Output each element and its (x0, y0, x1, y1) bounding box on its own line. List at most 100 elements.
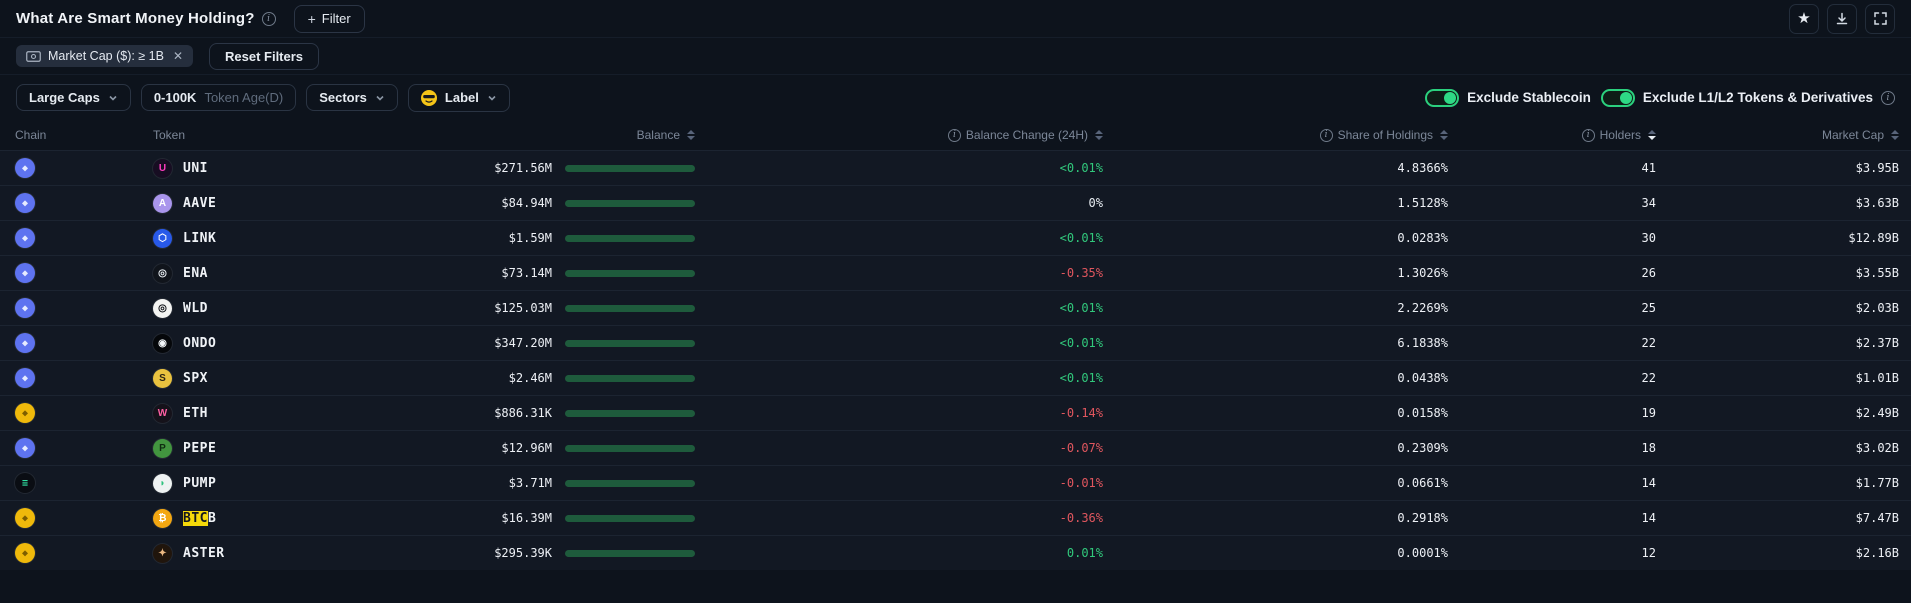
balance-bar (565, 164, 695, 172)
holders-value: 41 (1641, 161, 1656, 175)
balance-value: $295.39K (494, 546, 552, 560)
smiley-sunglasses-icon (420, 89, 437, 106)
info-icon[interactable]: i (947, 128, 961, 142)
holders-value: 22 (1641, 371, 1656, 385)
ethereum-chain-icon: ◆ (15, 228, 35, 248)
holders-value: 18 (1641, 441, 1656, 455)
solana-chain-icon: ≡ (15, 473, 35, 493)
token-cell[interactable]: ✦ ASTER (145, 543, 430, 563)
token-name: ASTER (183, 545, 225, 561)
balance-value: $886.31K (494, 406, 552, 420)
share-of-holdings-value: 0.0438% (1397, 371, 1448, 385)
column-header-token[interactable]: Token (153, 128, 186, 142)
token-cell[interactable]: W ETH (145, 403, 430, 423)
token-cell[interactable]: U UNI (145, 158, 430, 178)
token-name: WLD (183, 300, 208, 316)
table-row[interactable]: ◆ ₿ BTCB $16.39M -0.36% 0.2918% 14 $7.47… (0, 500, 1911, 535)
token-icon: U (153, 158, 172, 178)
reset-filters-button[interactable]: Reset Filters (209, 42, 320, 70)
table-row[interactable]: ◆ ◎ ENA $73.14M -0.35% 1.3026% 26 $3.55B (0, 255, 1911, 290)
column-header-share-of-holdings[interactable]: i Share of Holdings (1115, 128, 1460, 142)
column-header-market-cap[interactable]: Market Cap (1668, 128, 1911, 142)
table-row[interactable]: ◆ A AAVE $84.94M 0% 1.5128% 34 $3.63B (0, 185, 1911, 220)
holders-value: 12 (1641, 546, 1656, 560)
info-icon[interactable]: i (1581, 128, 1595, 142)
token-name: LINK (183, 230, 217, 246)
token-icon: ◎ (153, 298, 172, 318)
balance-bar (565, 514, 695, 522)
market-cap-size-dropdown[interactable]: Large Caps (16, 84, 131, 111)
token-cell[interactable]: S SPX (145, 368, 430, 388)
bnb-chain-icon: ◆ (15, 543, 35, 563)
table-row[interactable]: ◆ P PEPE $12.96M -0.07% 0.2309% 18 $3.02… (0, 430, 1911, 465)
toggle-switch[interactable] (1425, 88, 1460, 107)
token-cell[interactable]: A AAVE (145, 193, 430, 213)
balance-change-value: 0.01% (1066, 546, 1103, 560)
balance-change-value: <0.01% (1059, 231, 1103, 245)
holders-value: 22 (1641, 336, 1656, 350)
table-body: ◆ U UNI $271.56M <0.01% 4.8366% 41 $3.95… (0, 150, 1911, 570)
token-cell[interactable]: ◎ ENA (145, 263, 430, 283)
banknote-icon (26, 50, 41, 62)
column-header-balance-change[interactable]: i Balance Change (24H) (710, 128, 1115, 142)
token-icon: ✦ (153, 543, 172, 563)
info-icon[interactable]: i (1881, 90, 1895, 105)
sort-icon (1095, 130, 1103, 140)
token-cell[interactable]: ₿ BTCB (145, 508, 430, 528)
exclude-stablecoin-toggle[interactable]: Exclude Stablecoin (1425, 88, 1591, 107)
token-icon: P (153, 438, 172, 458)
balance-cell: $1.59M (430, 231, 710, 245)
add-filter-button[interactable]: + Filter (293, 4, 365, 33)
balance-cell: $16.39M (430, 511, 710, 525)
column-header-chain[interactable]: Chain (15, 128, 47, 142)
chain-cell: ◆ (0, 543, 145, 563)
token-name: BTCB (183, 510, 217, 526)
table-row[interactable]: ◆ ⬡ LINK $1.59M <0.01% 0.0283% 30 $12.89… (0, 220, 1911, 255)
favorite-button[interactable]: ★ (1789, 3, 1819, 34)
token-cell[interactable]: ◗ PUMP (145, 473, 430, 493)
ethereum-chain-icon: ◆ (15, 368, 35, 388)
market-cap-filter-chip[interactable]: Market Cap ($): ≥ 1B ✕ (16, 45, 193, 67)
balance-change-value: -0.35% (1059, 266, 1103, 280)
filter-controls-row: Large Caps 0-100K Token Age(D) Sectors L… (0, 75, 1911, 120)
table-row[interactable]: ≡ ◗ PUMP $3.71M -0.01% 0.0661% 14 $1.77B (0, 465, 1911, 500)
column-header-balance[interactable]: Balance (430, 128, 710, 142)
download-button[interactable] (1827, 3, 1857, 34)
table-row[interactable]: ◆ S SPX $2.46M <0.01% 0.0438% 22 $1.01B (0, 360, 1911, 395)
toggle-switch[interactable] (1600, 88, 1635, 107)
token-cell[interactable]: ◉ ONDO (145, 333, 430, 353)
fullscreen-button[interactable] (1865, 3, 1895, 34)
column-header-holders[interactable]: i Holders (1460, 128, 1668, 142)
balance-change-value: -0.01% (1059, 476, 1103, 490)
table-row[interactable]: ◆ ◉ ONDO $347.20M <0.01% 6.1838% 22 $2.3… (0, 325, 1911, 360)
share-of-holdings-value: 6.1838% (1397, 336, 1448, 350)
balance-value: $271.56M (494, 161, 552, 175)
bnb-chain-icon: ◆ (15, 508, 35, 528)
title-info-icon[interactable]: i (261, 11, 276, 26)
remove-filter-icon[interactable]: ✕ (172, 49, 183, 63)
table-row[interactable]: ◆ ✦ ASTER $295.39K 0.01% 0.0001% 12 $2.1… (0, 535, 1911, 570)
token-cell[interactable]: ◎ WLD (145, 298, 430, 318)
label-dropdown[interactable]: Label (407, 83, 510, 112)
token-age-filter[interactable]: 0-100K Token Age(D) (140, 84, 297, 111)
top-bar: What Are Smart Money Holding? i + Filter… (0, 0, 1911, 38)
token-name: AAVE (183, 195, 217, 211)
balance-value: $12.96M (501, 441, 552, 455)
chain-cell: ◆ (0, 158, 145, 178)
token-cell[interactable]: ⬡ LINK (145, 228, 430, 248)
balance-change-value: <0.01% (1059, 301, 1103, 315)
table-row[interactable]: ◆ ◎ WLD $125.03M <0.01% 2.2269% 25 $2.03… (0, 290, 1911, 325)
token-name: UNI (183, 160, 208, 176)
table-row[interactable]: ◆ U UNI $271.56M <0.01% 4.8366% 41 $3.95… (0, 150, 1911, 185)
balance-cell: $2.46M (430, 371, 710, 385)
sort-icon (687, 130, 695, 140)
table-row[interactable]: ◆ W ETH $886.31K -0.14% 0.0158% 19 $2.49… (0, 395, 1911, 430)
token-icon: ◎ (153, 263, 172, 283)
token-cell[interactable]: P PEPE (145, 438, 430, 458)
exclude-l1l2-toggle[interactable]: Exclude L1/L2 Tokens & Derivatives i (1600, 88, 1895, 107)
info-icon[interactable]: i (1319, 128, 1333, 142)
market-cap-value: $2.03B (1855, 301, 1899, 315)
chevron-down-icon (109, 95, 117, 101)
sectors-dropdown[interactable]: Sectors (306, 84, 398, 111)
ethereum-chain-icon: ◆ (15, 298, 35, 318)
